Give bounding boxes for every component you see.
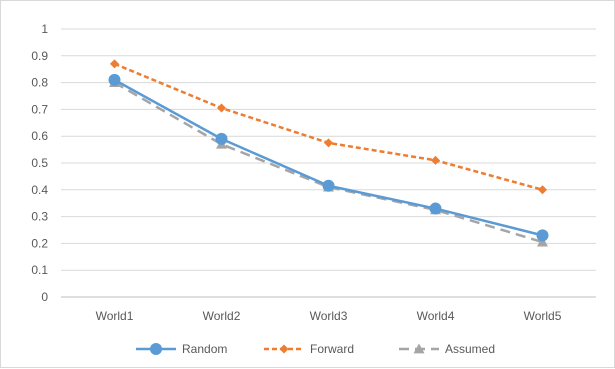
legend-label-forward: Forward xyxy=(310,342,354,356)
series-lines xyxy=(108,59,549,247)
data-point-assumed xyxy=(537,236,548,247)
y-tick-label: 0.3 xyxy=(31,210,48,224)
legend-item-assumed: Assumed xyxy=(399,342,495,356)
legend-marker-forward xyxy=(279,344,289,354)
data-point-random xyxy=(322,179,335,192)
gridlines xyxy=(61,28,596,298)
y-tick-label: 0.4 xyxy=(31,183,48,197)
legend-label-assumed: Assumed xyxy=(445,342,495,356)
data-point-forward xyxy=(217,103,226,113)
legend-marker-random xyxy=(150,343,162,355)
x-axis-tick-labels: World1 World2 World3 World4 World5 xyxy=(96,309,562,323)
data-point-random xyxy=(536,229,549,242)
series-forward xyxy=(110,59,547,195)
data-point-forward xyxy=(324,138,333,148)
data-point-random xyxy=(429,202,442,215)
series-line-random xyxy=(113,78,543,237)
y-tick-label: 0.6 xyxy=(31,129,48,143)
legend-item-forward: Forward xyxy=(264,342,354,356)
legend: Random Forward Assumed xyxy=(136,342,495,356)
y-tick-label: 0.5 xyxy=(31,156,48,170)
y-tick-label: 0 xyxy=(41,290,48,304)
series-line-assumed xyxy=(113,81,543,244)
y-axis-tick-labels: 0 0.1 0.2 0.3 0.4 0.5 0.6 0.7 0.8 0.9 1 xyxy=(31,22,48,304)
y-tick-label: 1 xyxy=(41,22,48,36)
y-tick-label: 0.7 xyxy=(31,102,48,116)
y-tick-label: 0.8 xyxy=(31,76,48,90)
x-tick-label: World5 xyxy=(524,309,562,323)
legend-marker-assumed xyxy=(413,343,425,354)
x-tick-label: World1 xyxy=(96,309,134,323)
y-tick-label: 0.9 xyxy=(31,49,48,63)
data-point-random xyxy=(215,132,228,145)
legend-label-random: Random xyxy=(182,342,227,356)
y-tick-label: 0.1 xyxy=(31,263,48,277)
data-point-random xyxy=(108,73,121,86)
data-point-forward xyxy=(431,155,440,165)
series-random xyxy=(108,73,549,242)
x-tick-label: World2 xyxy=(203,309,241,323)
x-tick-label: World3 xyxy=(310,309,348,323)
data-point-forward xyxy=(538,185,547,195)
data-point-forward xyxy=(110,59,119,69)
legend-item-random: Random xyxy=(136,342,227,356)
x-tick-label: World4 xyxy=(417,309,455,323)
y-tick-label: 0.2 xyxy=(31,236,48,250)
